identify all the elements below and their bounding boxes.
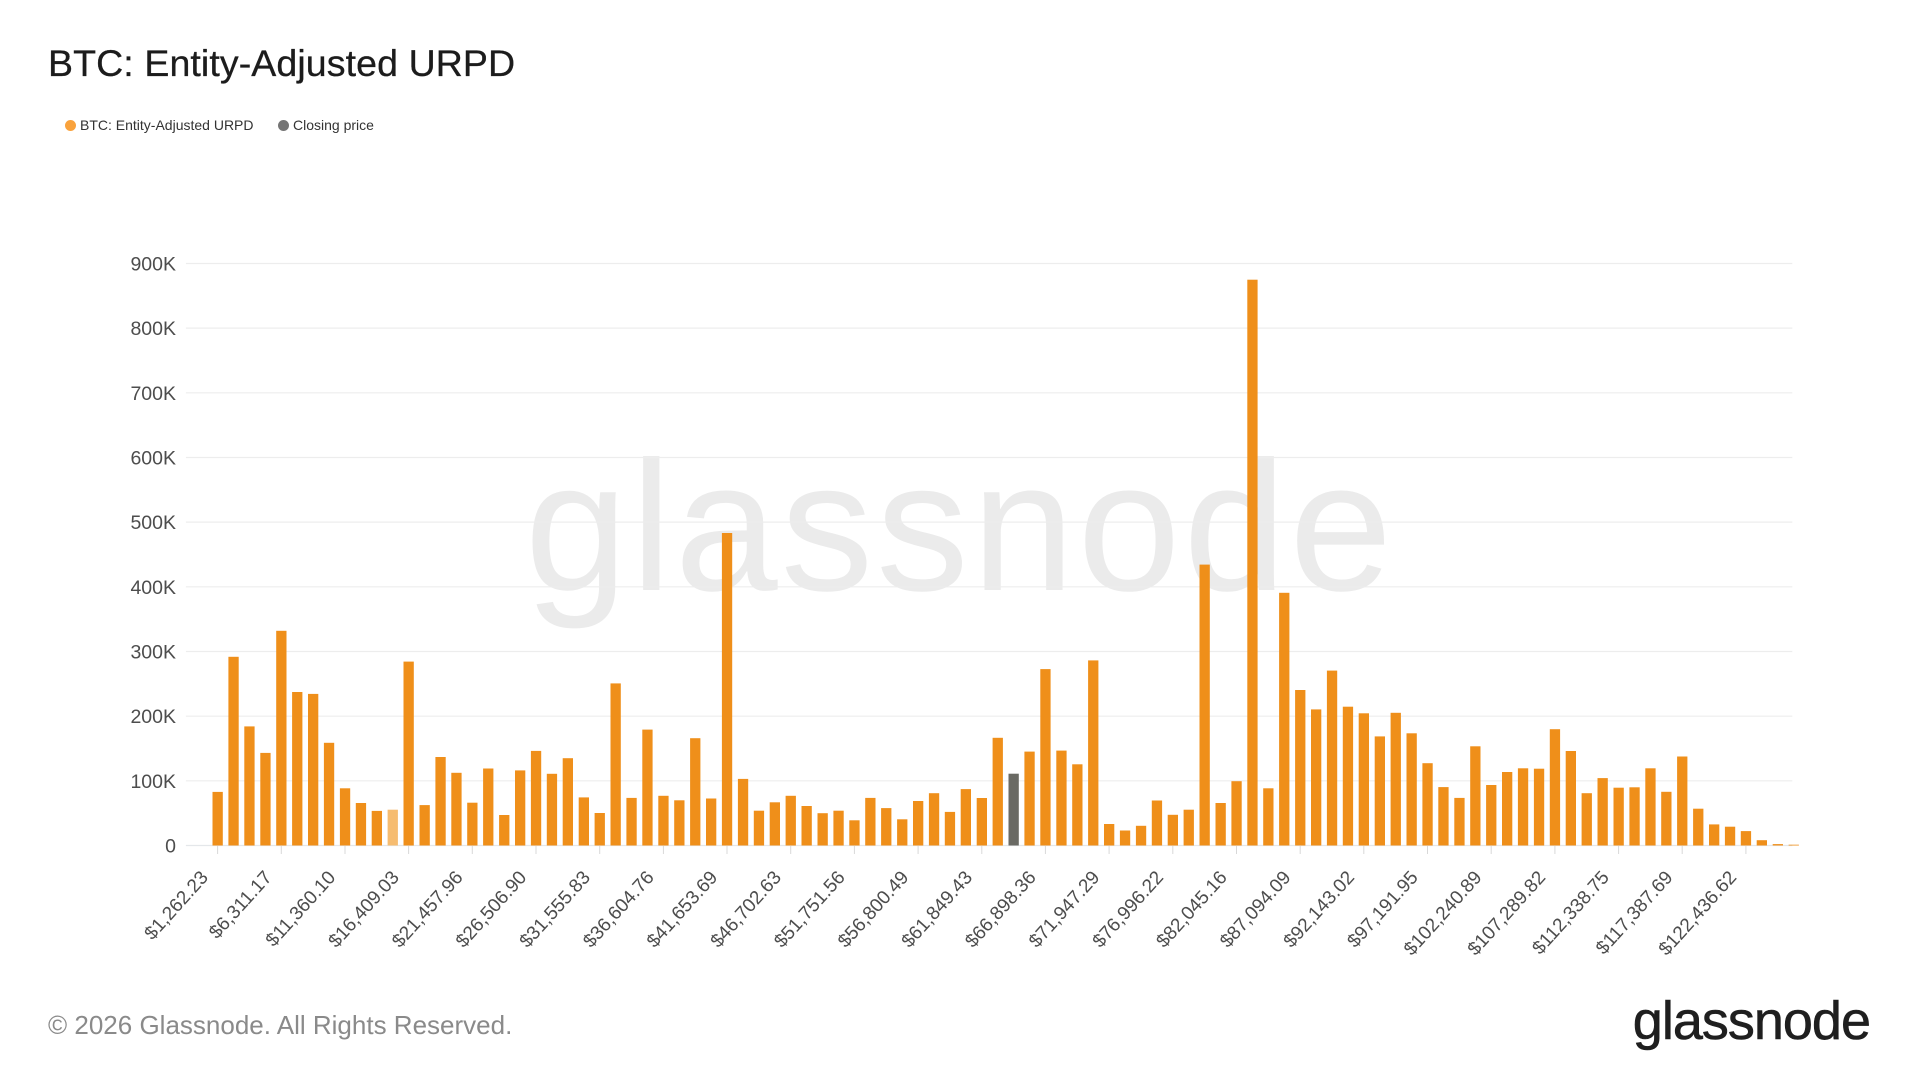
svg-text:100K: 100K <box>130 771 176 793</box>
svg-text:0: 0 <box>165 836 176 858</box>
svg-text:400K: 400K <box>130 577 176 599</box>
svg-text:300K: 300K <box>130 642 176 664</box>
svg-text:800K: 800K <box>130 318 176 340</box>
svg-text:$1,262.23: $1,262.23 <box>141 867 213 944</box>
svg-text:200K: 200K <box>130 706 176 728</box>
svg-text:900K: 900K <box>130 254 176 276</box>
svg-text:600K: 600K <box>130 448 176 470</box>
svg-text:500K: 500K <box>130 512 176 534</box>
svg-text:700K: 700K <box>130 383 176 405</box>
